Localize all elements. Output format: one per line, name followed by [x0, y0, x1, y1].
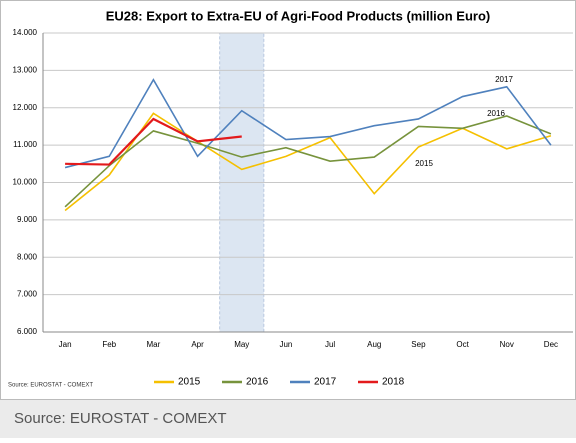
- legend-label: 2015: [178, 377, 201, 388]
- y-tick-label: 8.000: [17, 252, 38, 261]
- annotation: 2016: [487, 109, 505, 118]
- series-line: [64, 115, 552, 208]
- caption: Source: EUROSTAT - COMEXT: [14, 410, 227, 427]
- legend-label: 2017: [314, 377, 337, 388]
- x-tick-label: Apr: [191, 340, 204, 349]
- series-line: [65, 117, 242, 166]
- series-line: [64, 112, 552, 212]
- x-tick-label: Aug: [367, 340, 381, 349]
- y-tick-label: 12.000: [13, 103, 38, 112]
- y-tick-label: 9.000: [17, 215, 38, 224]
- caption-bg: [0, 400, 576, 438]
- y-tick-label: 11.000: [13, 140, 37, 149]
- legend-label: 2018: [382, 377, 405, 388]
- x-tick-label: Oct: [456, 340, 469, 349]
- y-tick-label: 13.000: [13, 65, 38, 74]
- chart-frame: [0, 0, 576, 400]
- y-tick-label: 10.000: [13, 178, 38, 187]
- x-tick-label: Dec: [544, 340, 558, 349]
- x-tick-label: Feb: [102, 340, 116, 349]
- x-tick-label: Sep: [411, 340, 426, 349]
- x-tick-label: May: [234, 340, 249, 349]
- x-tick-label: Jun: [279, 340, 292, 349]
- x-tick-label: Jul: [325, 340, 335, 349]
- x-tick-label: Jan: [59, 340, 72, 349]
- annotation: 2017: [495, 75, 513, 84]
- x-tick-label: Nov: [500, 340, 514, 349]
- series-line: [64, 78, 552, 169]
- legend-label: 2016: [246, 377, 269, 388]
- chart-title: EU28: Export to Extra-EU of Agri-Food Pr…: [106, 8, 490, 23]
- x-tick-label: Mar: [147, 340, 161, 349]
- y-tick-label: 6.000: [17, 327, 38, 336]
- annotation: 2015: [415, 159, 433, 168]
- y-tick-label: 14.000: [13, 28, 38, 37]
- source: Source: EUROSTAT - COMEXT: [8, 383, 93, 389]
- y-tick-label: 7.000: [17, 290, 38, 299]
